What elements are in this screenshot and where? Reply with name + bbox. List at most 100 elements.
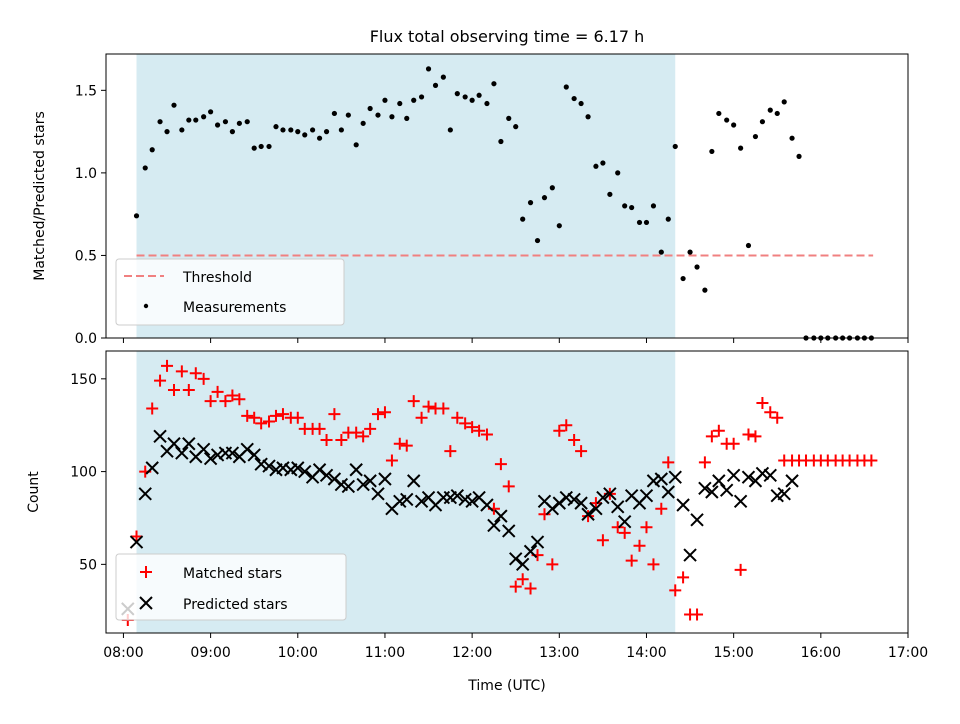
matched-star-point	[589, 497, 602, 510]
measurement-point	[745, 242, 752, 249]
predicted-star-point	[341, 479, 356, 494]
measurement-point	[781, 99, 787, 105]
predicted-legend-label: Predicted stars	[183, 597, 288, 613]
predicted-star-point	[196, 442, 211, 457]
x-tick-label: 17:00	[888, 645, 928, 661]
measurement-point	[491, 81, 497, 87]
measurement-point	[716, 110, 722, 117]
matched-star-point	[596, 534, 609, 547]
matched-star-point	[865, 454, 878, 467]
matched-star-point	[241, 409, 254, 422]
predicted-star-point	[763, 468, 777, 483]
predicted-legend-swatch	[139, 596, 153, 610]
matched-star-point	[182, 383, 195, 396]
matched-star-point	[655, 502, 668, 515]
matched-star-point	[647, 558, 660, 571]
measurement-point	[323, 129, 330, 135]
measurement-point	[295, 129, 301, 135]
matched-star-point	[197, 372, 210, 385]
matched-stars-points	[121, 359, 878, 627]
matched-star-point	[444, 445, 457, 458]
predicted-star-point	[589, 501, 603, 516]
predicted-star-point	[356, 477, 370, 492]
predicted-star-point	[530, 535, 545, 549]
measurement-point	[520, 216, 526, 222]
predicted-star-point	[611, 500, 625, 514]
predicted-star-point	[654, 472, 669, 486]
matched-star-point	[219, 395, 232, 408]
predicted-star-point	[210, 448, 225, 462]
top-y-tick-label: 1.5	[75, 83, 97, 99]
predicted-star-point	[182, 437, 196, 451]
measurement-point	[578, 100, 584, 107]
predicted-star-point	[450, 489, 465, 503]
measurement-point	[454, 91, 460, 97]
matched-star-point	[328, 408, 341, 421]
matched-star-point	[154, 374, 167, 387]
chart-title: Flux total observing time = 6.17 h	[370, 27, 645, 46]
matched-legend-swatch	[140, 566, 152, 578]
measurement-point	[687, 249, 693, 255]
predicted-star-point	[639, 489, 654, 503]
measurement-point	[702, 287, 708, 293]
predicted-star-point	[247, 448, 261, 462]
measurement-point	[288, 127, 294, 133]
predicted-star-point	[559, 490, 573, 505]
matched-star-point	[546, 558, 559, 571]
top-axes-frame	[105, 53, 909, 339]
predicted-star-point	[414, 494, 429, 508]
matched-star-point	[459, 417, 472, 430]
matched-star-point	[400, 439, 413, 452]
predicted-star-point	[203, 451, 218, 466]
x-tick-label: 12:00	[452, 645, 492, 661]
measurement-point	[222, 119, 229, 125]
measurement-point	[302, 132, 308, 138]
predicted-star-point	[407, 474, 421, 488]
x-axis-label: Time (UTC)	[467, 678, 545, 694]
x-tick-label: 09:00	[190, 645, 230, 661]
measurement-point	[622, 203, 628, 209]
measurement-point	[738, 145, 744, 151]
predicted-star-point	[733, 494, 748, 508]
matched-star-point	[771, 411, 784, 424]
measurement-point	[585, 114, 591, 120]
matched-star-point	[276, 408, 289, 421]
predicted-star-point	[400, 492, 414, 507]
measurement-point	[266, 143, 272, 150]
x-tick-label: 13:00	[539, 645, 579, 661]
matched-star-point	[494, 458, 507, 471]
matched-star-point	[640, 521, 653, 534]
predicted-star-point	[523, 544, 538, 559]
measurement-point	[789, 135, 795, 141]
predicted-star-point	[726, 468, 741, 483]
matched-star-point	[705, 430, 718, 443]
measurement-point	[484, 100, 490, 107]
measurement-point	[258, 143, 264, 150]
measurement-point	[476, 92, 482, 98]
measurement-point	[157, 119, 163, 125]
predicted-star-point	[480, 498, 494, 512]
predicted-star-point	[175, 446, 189, 460]
matched-star-point	[727, 437, 740, 450]
measurement-point	[273, 124, 279, 130]
top-y-axis-label: Matched/Predicted stars	[32, 111, 48, 281]
measurement-point	[382, 97, 388, 103]
predicted-star-point	[755, 466, 770, 481]
measurement-point	[563, 84, 569, 90]
x-tick-label: 16:00	[801, 645, 841, 661]
measurement-point	[133, 213, 140, 219]
measurement-point	[774, 110, 780, 117]
matched-star-point	[568, 434, 581, 447]
matched-star-point	[633, 539, 646, 552]
measurement-point	[316, 135, 323, 141]
measurement-point	[724, 117, 730, 123]
bottom-y-tick-label: 100	[70, 465, 97, 481]
matched-star-point	[734, 563, 747, 576]
matched-star-point	[189, 367, 202, 380]
matched-star-point	[466, 421, 479, 434]
measurement-point	[767, 107, 773, 113]
x-tick-label: 15:00	[713, 645, 753, 661]
matched-star-point	[175, 365, 188, 378]
predicted-star-point	[254, 457, 268, 471]
